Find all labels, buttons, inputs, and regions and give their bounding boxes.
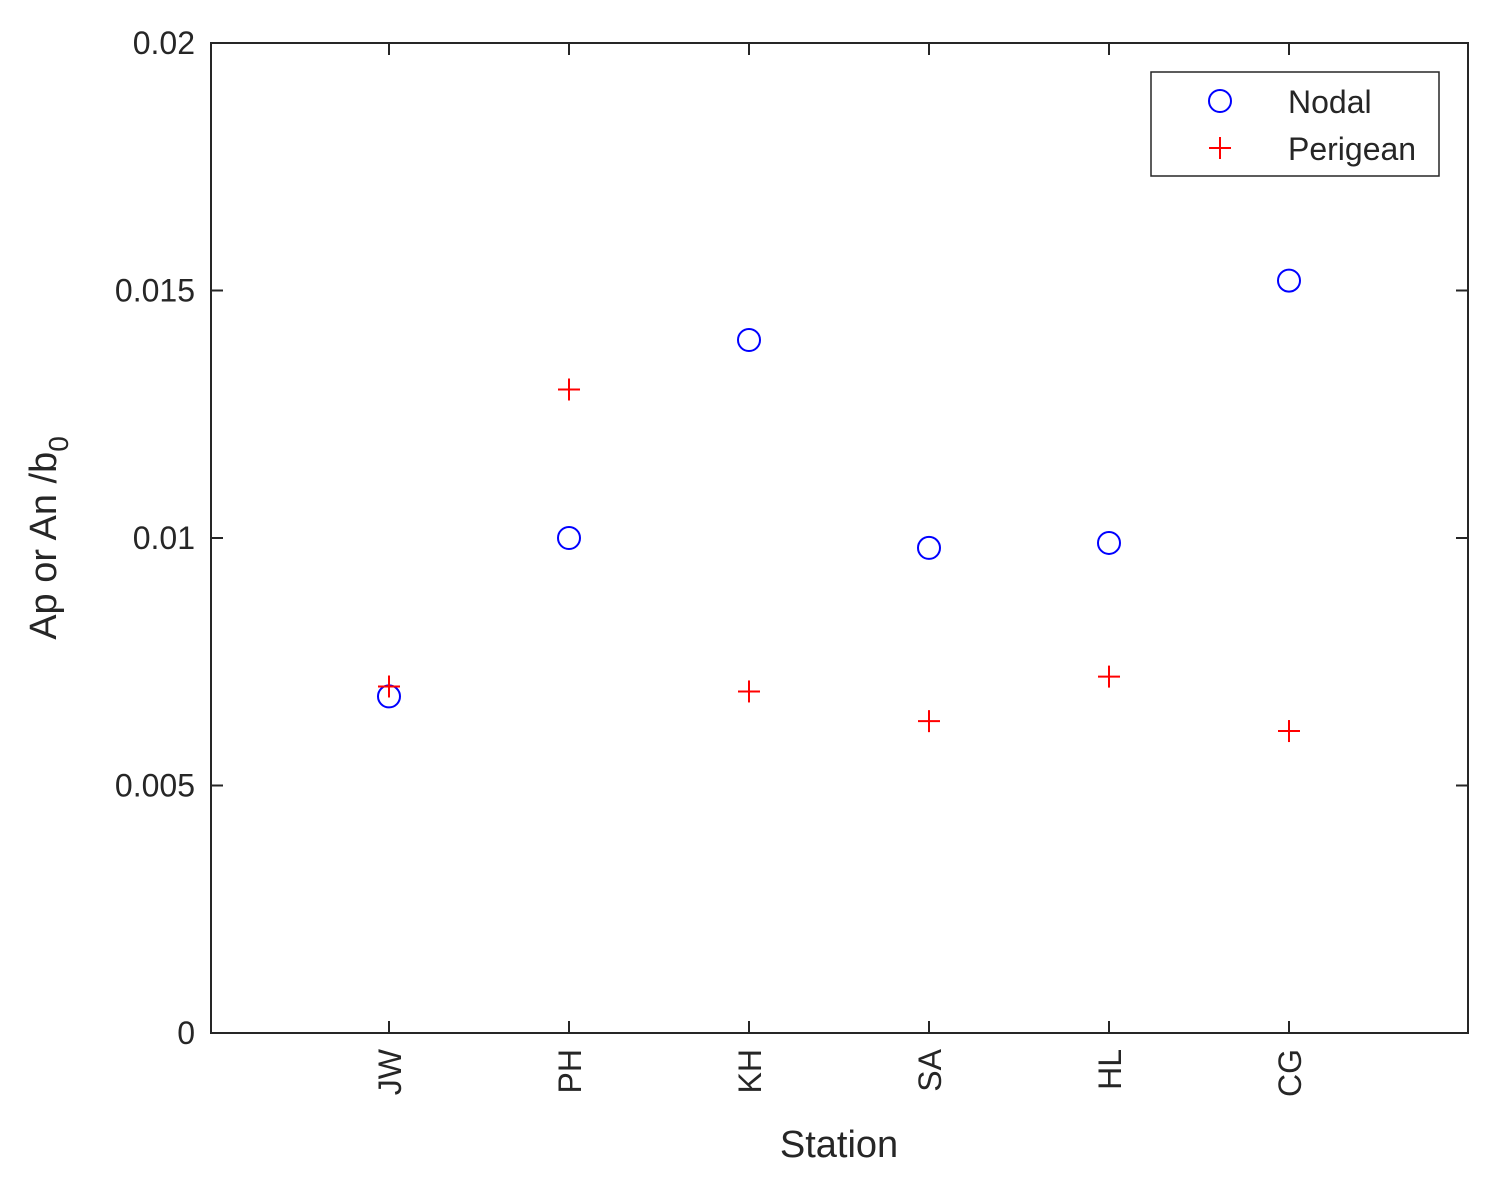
x-tick-label-cg: CG	[1272, 1049, 1308, 1097]
x-axis-ticks: JW PH KH SA HL CG	[372, 43, 1308, 1097]
x-tick-label-ph: PH	[552, 1049, 588, 1093]
legend-marker-perigean	[1209, 137, 1231, 159]
nodal-point-sa	[917, 535, 941, 560]
nodal-point-cg	[1277, 268, 1301, 293]
legend-marker-nodal	[1208, 89, 1232, 113]
perigean-point-sa	[918, 710, 940, 733]
x-axis-title: Station	[780, 1124, 898, 1166]
x-tick-label-hl: HL	[1092, 1049, 1128, 1090]
legend-label-nodal: Nodal	[1288, 84, 1372, 120]
y-tick-label: 0.01	[133, 520, 195, 556]
data-points	[377, 268, 1301, 743]
legend-box	[1150, 71, 1440, 177]
y-tick-label: 0	[177, 1015, 195, 1051]
perigean-point-ph	[558, 378, 580, 401]
y-tick-label: 0.02	[133, 25, 195, 61]
perigean-point-hl	[1098, 665, 1120, 688]
y-axis-ticks: 0 0.005 0.01 0.015 0.02	[115, 25, 1468, 1051]
legend-label-perigean: Perigean	[1288, 131, 1416, 167]
y-axis-title: Ap or An /b0	[23, 436, 74, 640]
nodal-point-hl	[1097, 530, 1121, 555]
x-tick-label-jw: JW	[372, 1048, 408, 1095]
x-tick-label-kh: KH	[732, 1049, 768, 1093]
y-tick-label: 0.005	[115, 768, 195, 804]
perigean-point-cg	[1278, 720, 1300, 743]
y-tick-label: 0.015	[115, 273, 195, 309]
legend: Nodal Perigean	[1150, 71, 1440, 177]
y-axis-title-subscript: 0	[43, 436, 74, 452]
legend-markers	[1208, 89, 1232, 159]
perigean-point-jw	[378, 675, 400, 698]
nodal-point-ph	[557, 526, 581, 550]
x-tick-label-sa: SA	[912, 1048, 948, 1091]
perigean-point-kh	[738, 680, 760, 703]
y-axis-title-main: Ap or An /b	[23, 452, 65, 640]
plot-area	[210, 42, 1469, 1034]
nodal-point-kh	[737, 328, 761, 352]
